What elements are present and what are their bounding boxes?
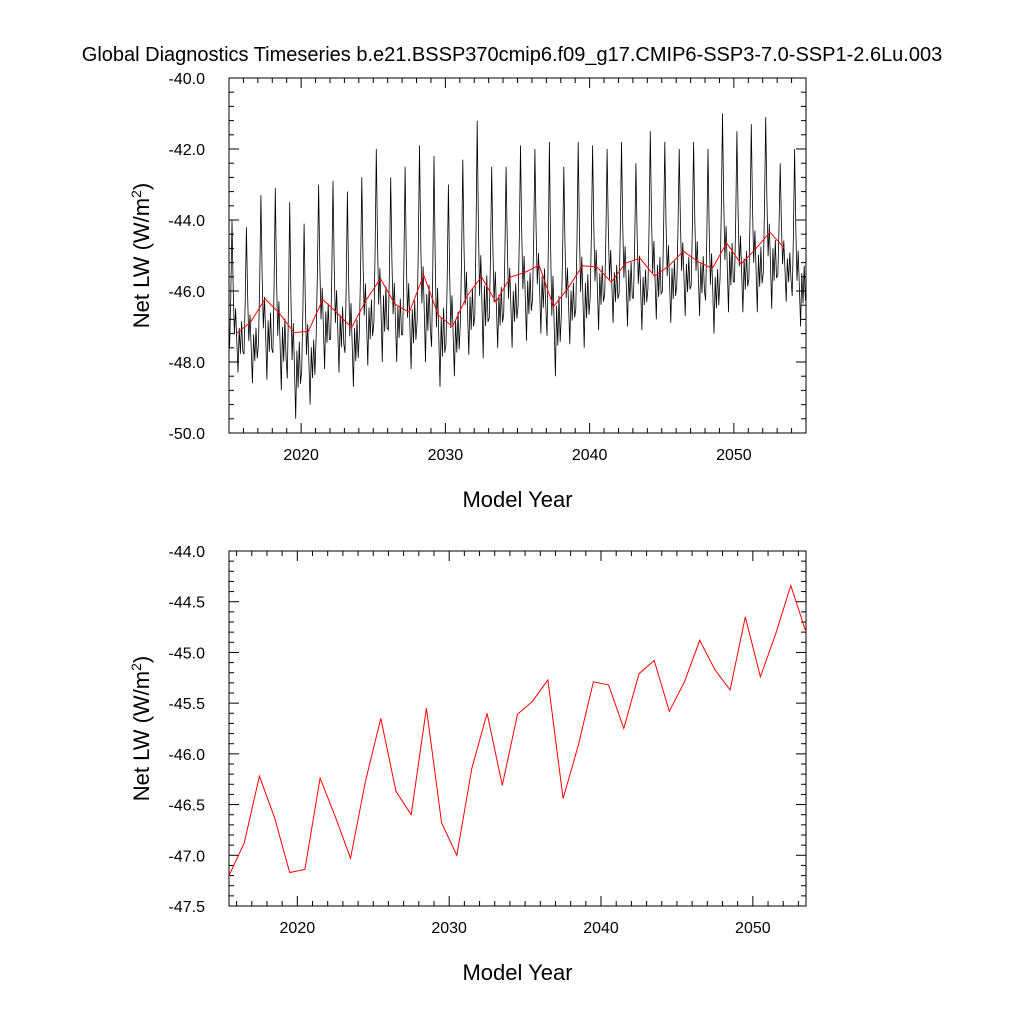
plot-frame [228,550,807,907]
y-tick-label: -44.0 [169,544,206,561]
x-tick-label: 2040 [572,447,608,464]
x-tick-label: 2050 [735,920,771,937]
x-axis-title: Model Year [462,487,572,512]
y-tick-label: -48.0 [169,355,206,372]
y-tick-label: -47.0 [169,848,206,865]
series-line-annual-mean [235,231,785,334]
y-tick-label: -46.0 [169,747,206,764]
y-tick-label: -44.5 [169,595,206,612]
x-tick-label: 2030 [431,920,467,937]
y-tick-label: -46.0 [169,284,206,301]
y-tick-label: -45.5 [169,696,206,713]
x-tick-label: 2050 [716,447,752,464]
y-tick-label: -46.5 [169,798,206,815]
y-tick-label: -47.5 [169,899,206,916]
x-tick-label: 2030 [428,447,464,464]
y-tick-label: -42.0 [169,142,206,159]
y-tick-label: -45.0 [169,645,206,662]
y-axis-title: Net LW (W/m2) [128,656,154,801]
x-tick-label: 2040 [583,920,619,937]
x-tick-label: 2020 [280,920,316,937]
series-line-monthly [229,113,806,419]
y-tick-label: -50.0 [169,426,206,443]
series-line-annual-mean [229,583,806,876]
x-axis-title: Model Year [462,960,572,985]
y-axis-title: Net LW (W/m2) [128,183,154,328]
figure-title: Global Diagnostics Timeseries b.e21.BSSP… [81,44,943,66]
x-tick-label: 2020 [283,447,319,464]
y-tick-label: -40.0 [169,71,206,88]
y-tick-label: -44.0 [169,213,206,230]
